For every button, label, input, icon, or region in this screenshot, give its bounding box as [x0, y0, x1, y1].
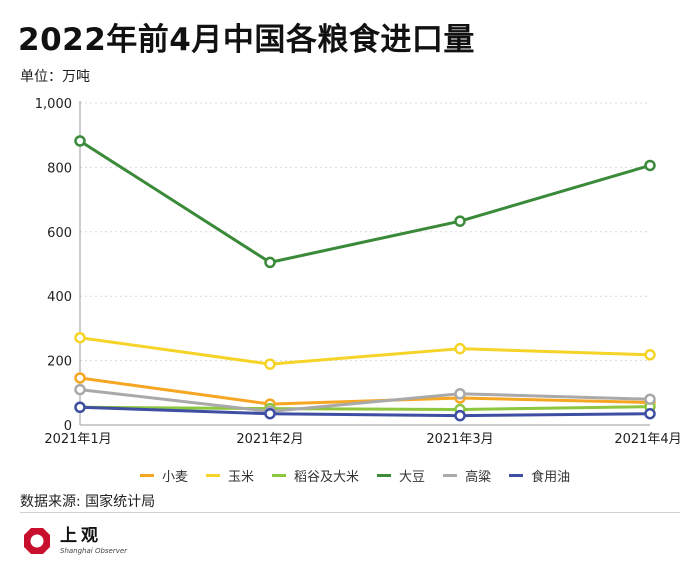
- y-axis-ticks: 0 200 400 600 800 1,000: [35, 97, 72, 434]
- logo-tagline: Shanghai Observer: [60, 546, 128, 555]
- x-tick-label: 2021年3月: [426, 432, 493, 447]
- logo-icon: [24, 528, 50, 554]
- legend-label: 大豆: [399, 470, 426, 485]
- data-point: [74, 372, 86, 384]
- series-group: [74, 135, 656, 422]
- y-tick-label: 400: [47, 290, 72, 305]
- series-line: [78, 388, 652, 413]
- data-point: [454, 215, 466, 227]
- legend-label: 高粱: [465, 470, 492, 485]
- logo-name: 上观: [60, 525, 102, 546]
- legend-label: 玉米: [228, 470, 255, 485]
- series-line: [78, 405, 652, 412]
- series-line: [78, 405, 652, 418]
- legend-swatch: [443, 474, 458, 477]
- data-point: [644, 159, 656, 172]
- series-line: [78, 139, 652, 264]
- series-line: [78, 336, 652, 366]
- legend-item: 稻谷及大米: [272, 466, 359, 485]
- x-axis-ticks: 2021年1月 2021年2月 2021年3月 2021年4月: [44, 432, 681, 447]
- line-chart: 0 200 400 600 800 1,000 2021年1月 2021年2月 2021年3月…: [35, 97, 682, 447]
- unit-label: 单位：万吨: [20, 69, 90, 85]
- divider: [20, 512, 680, 513]
- data-source: 数据来源: 国家统计局: [20, 494, 156, 510]
- grid-lines: [79, 101, 650, 426]
- data-point: [644, 349, 656, 361]
- y-tick-label: 200: [47, 355, 72, 370]
- legend-label: 小麦: [162, 470, 189, 485]
- legend-swatch: [272, 474, 287, 477]
- legend-label: 稻谷及大米: [294, 470, 360, 485]
- data-point: [74, 331, 86, 344]
- legend-item: 小麦: [140, 466, 188, 485]
- series-line: [78, 376, 652, 406]
- legend-swatch: [206, 474, 221, 477]
- x-tick-label: 2021年4月: [614, 432, 681, 447]
- data-point: [74, 401, 86, 414]
- data-point: [644, 407, 656, 420]
- y-tick-label: 1,000: [35, 97, 72, 112]
- data-point: [264, 407, 276, 420]
- x-tick-label: 2021年2月: [236, 432, 303, 447]
- data-point: [644, 393, 656, 405]
- y-tick-label: 600: [47, 226, 72, 241]
- legend-swatch: [377, 474, 392, 477]
- data-point: [264, 358, 276, 370]
- legend-item: 大豆: [377, 466, 425, 485]
- legend-swatch: [509, 474, 524, 477]
- data-point: [74, 383, 86, 396]
- legend-item: 高粱: [443, 466, 491, 485]
- y-tick-label: 800: [47, 161, 72, 176]
- data-point: [454, 409, 466, 422]
- legend: 小麦 玉米 稻谷及大米 大豆 高粱 食用油: [140, 466, 570, 485]
- chart-title: 2022年前4月中国各粮食进口量: [18, 22, 475, 58]
- legend-label: 食用油: [531, 470, 571, 485]
- legend-item: 食用油: [509, 466, 570, 485]
- legend-swatch: [140, 474, 154, 477]
- data-point: [454, 342, 466, 355]
- data-point: [454, 388, 466, 400]
- data-point: [74, 135, 86, 147]
- x-tick-label: 2021年1月: [44, 432, 111, 447]
- legend-item: 玉米: [206, 466, 254, 485]
- y-tick-label: 0: [64, 419, 72, 434]
- brand-logo: 上观 Shanghai Observer: [22, 526, 127, 556]
- data-point: [264, 256, 276, 269]
